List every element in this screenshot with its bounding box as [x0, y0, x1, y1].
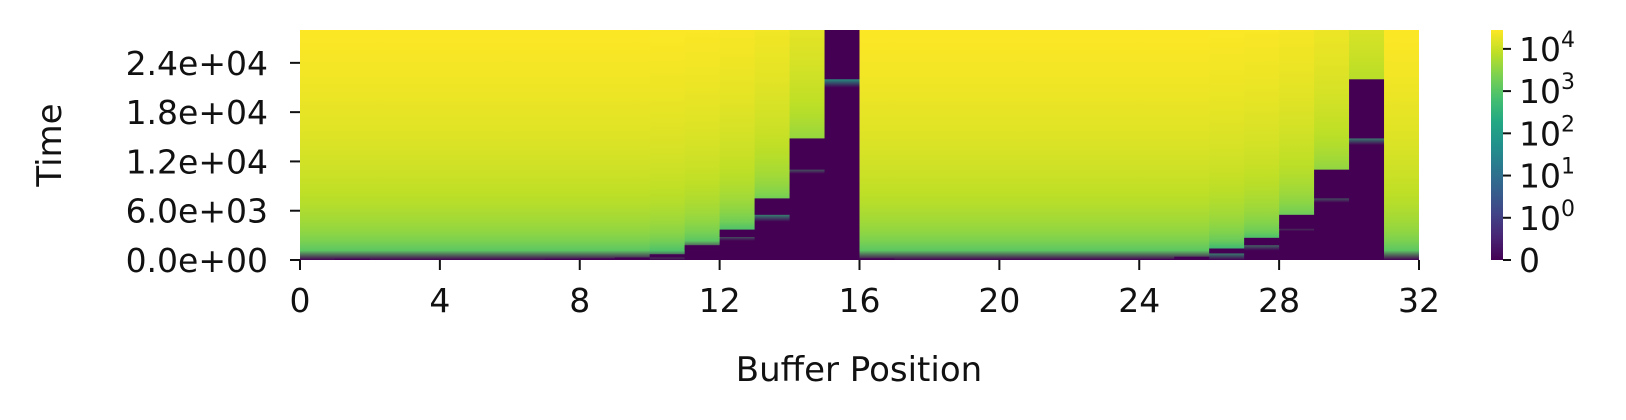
x-tick-label: 20 [978, 281, 1020, 320]
y-tick-label: 1.2e+04 [126, 142, 268, 181]
colorbar-tick-label: 102 [1519, 112, 1575, 153]
heatmap-zero-cell [1279, 214, 1315, 229]
x-tick-label: 16 [839, 281, 881, 320]
heatmap-zero-cell [1139, 259, 1175, 260]
colorbar-tick-label: 104 [1519, 28, 1575, 69]
heatmap-column [1139, 30, 1175, 260]
heatmap-column [1104, 30, 1140, 260]
heatmap-zero-cell [1349, 79, 1385, 139]
y-tick-label: 2.4e+04 [126, 44, 268, 83]
heatmap-zero-cell [719, 229, 756, 237]
heatmap-column [1034, 30, 1070, 260]
heatmap-zero-cell [754, 198, 791, 215]
heatmap-column [334, 30, 371, 260]
heatmap-zero-cell [789, 138, 826, 170]
heatmap-column [509, 30, 546, 260]
x-tick-label: 32 [1398, 281, 1440, 320]
heatmap-zero-cell [614, 257, 651, 260]
colorbar-gradient [1491, 30, 1503, 260]
x-tick-label: 24 [1118, 281, 1160, 320]
heatmap-zero-cell [824, 30, 861, 80]
x-tick-label: 8 [569, 281, 590, 320]
heatmap-column [1244, 30, 1280, 260]
x-axis: 0 4 8 12 16 20 24 28 32 [290, 260, 1440, 320]
heatmap-zero-cell [684, 245, 721, 251]
x-tick-label: 28 [1258, 281, 1300, 320]
heatmap-column [474, 30, 511, 260]
y-tick-label: 1.8e+04 [126, 93, 268, 132]
heatmap-column [929, 30, 966, 260]
x-tick-label: 12 [699, 281, 741, 320]
heatmap-zero-cell [544, 258, 581, 260]
heatmap-column [544, 30, 581, 260]
x-tick-label: 0 [290, 281, 311, 320]
x-tick-label: 4 [429, 281, 450, 320]
heatmap-column [649, 30, 686, 260]
heatmap-column [614, 30, 651, 260]
heatmap-column [439, 30, 476, 260]
heatmap-zero-cell [1209, 248, 1245, 254]
y-tick-label: 0.0e+00 [126, 241, 268, 280]
heatmap-column [719, 30, 756, 260]
heatmap-column [964, 30, 1000, 260]
heatmap-zero-cell [859, 258, 896, 260]
colorbar-tick-label: 100 [1519, 197, 1575, 238]
heatmap-zero-cell [649, 254, 686, 258]
heatmap-column [1174, 30, 1210, 260]
heatmap-column [369, 30, 406, 260]
colorbar-tick-label: 101 [1519, 155, 1575, 196]
colorbar-tick-label: 0 [1519, 241, 1540, 280]
y-tick-label: 6.0e+03 [126, 192, 268, 231]
heatmap-column [579, 30, 616, 260]
heatmap-column [859, 30, 896, 260]
heatmap-column [1384, 30, 1419, 260]
y-axis-title: Time [30, 103, 70, 187]
heatmap-zero-cell [579, 258, 616, 260]
colorbar-tick-label: 103 [1519, 70, 1575, 111]
heatmap-column [1314, 30, 1350, 260]
heatmap-column [999, 30, 1035, 260]
heatmap-column [300, 30, 336, 260]
heatmap-zero-cell [1174, 256, 1210, 260]
heatmap-column [404, 30, 441, 260]
y-axis: 0.0e+00 6.0e+03 1.2e+04 1.8e+04 2.4e+04 [126, 44, 300, 280]
heatmap-zero-cell [334, 258, 371, 260]
heatmap-column [894, 30, 931, 260]
heatmap-zero-cell [1244, 237, 1280, 246]
heatmap-column [1349, 30, 1385, 260]
heatmap-cells [300, 30, 1419, 260]
heatmap-column [1209, 30, 1245, 260]
heatmap-column [1069, 30, 1105, 260]
heatmap-column [754, 30, 791, 260]
heatmap-column [684, 30, 721, 260]
heatmap-zero-cell [1314, 169, 1350, 199]
x-axis-title: Buffer Position [736, 350, 982, 390]
